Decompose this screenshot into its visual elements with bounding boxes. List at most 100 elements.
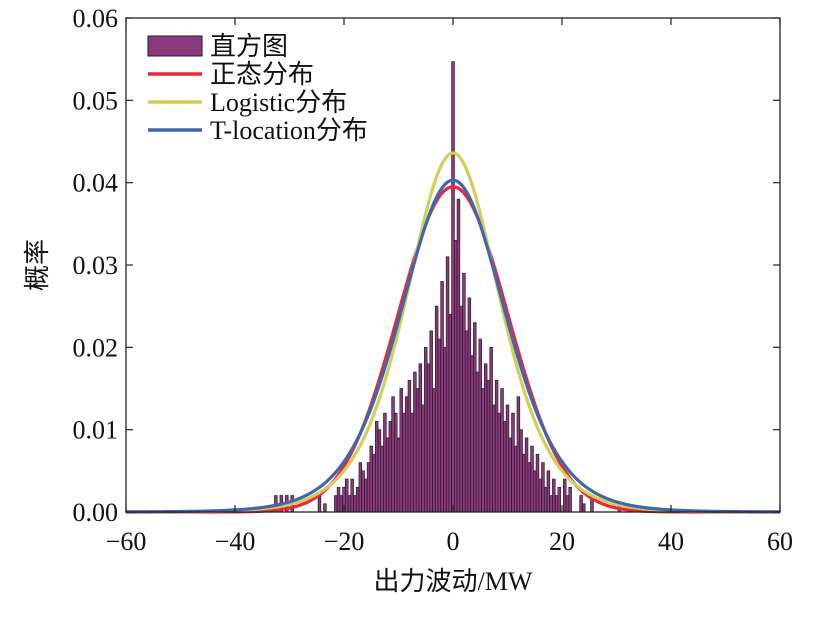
histogram-bar bbox=[492, 404, 496, 513]
histogram-bar bbox=[519, 429, 523, 513]
histogram-bar bbox=[353, 495, 357, 513]
histogram-bar bbox=[530, 445, 534, 513]
histogram-bar bbox=[380, 445, 384, 513]
y-axis-label: 概率 bbox=[23, 239, 52, 291]
histogram-bar bbox=[421, 404, 425, 513]
histogram-bar bbox=[538, 478, 542, 513]
histogram-bar bbox=[374, 421, 379, 513]
histogram-bar bbox=[432, 388, 436, 513]
histogram-bar bbox=[404, 396, 409, 513]
histogram-bar bbox=[486, 379, 491, 513]
histogram-bar bbox=[418, 363, 423, 513]
histogram-bar bbox=[415, 388, 420, 513]
histogram-bar bbox=[563, 478, 567, 513]
histogram-bar bbox=[579, 495, 583, 513]
x-tick-label: 20 bbox=[549, 527, 575, 556]
legend-label-histogram: 直方图 bbox=[210, 32, 288, 61]
y-tick-label: 0.06 bbox=[73, 4, 119, 33]
histogram-bar bbox=[505, 404, 510, 513]
histogram-bar bbox=[364, 478, 368, 513]
histogram-bar bbox=[443, 346, 447, 513]
histogram-bar bbox=[535, 454, 540, 513]
histogram-bar bbox=[554, 495, 559, 513]
histogram-bar bbox=[516, 396, 521, 513]
histogram-bar bbox=[524, 437, 529, 513]
histogram-bar bbox=[407, 379, 412, 513]
histogram-bar bbox=[497, 412, 502, 513]
histogram-bar bbox=[489, 346, 493, 513]
legend-swatch-histogram bbox=[147, 35, 203, 57]
x-tick-label: −60 bbox=[106, 527, 147, 556]
histogram-bar bbox=[394, 412, 398, 513]
histogram-bar bbox=[470, 355, 474, 513]
histogram-bar bbox=[437, 338, 442, 513]
histogram-bar bbox=[500, 388, 504, 513]
histogram-bar bbox=[513, 445, 518, 513]
axis-ticks: −60 −40 −20 0 20 40 60 0.00 0.01 0.02 0.03 0.04 0.05… bbox=[73, 4, 794, 556]
histogram-bar bbox=[448, 314, 452, 513]
histogram-bar bbox=[377, 429, 382, 513]
histogram-bar bbox=[503, 421, 507, 513]
histogram-bar bbox=[473, 322, 477, 513]
histogram-bar bbox=[568, 486, 572, 513]
histogram-bar bbox=[366, 462, 371, 513]
histogram-bar bbox=[527, 462, 532, 513]
histogram-bar bbox=[565, 495, 570, 513]
histogram-bar bbox=[494, 379, 499, 513]
histogram-bar bbox=[369, 445, 373, 513]
y-tick-label: 0.04 bbox=[73, 169, 119, 198]
histogram-bar bbox=[323, 503, 327, 513]
histogram-bar bbox=[557, 486, 561, 513]
x-tick-label: 0 bbox=[447, 527, 460, 556]
histogram-bar bbox=[388, 421, 393, 513]
histogram-bar bbox=[481, 388, 485, 513]
histogram-bar bbox=[345, 478, 349, 513]
histogram-bar bbox=[475, 371, 480, 513]
histogram-bar bbox=[413, 371, 417, 513]
histogram-bar bbox=[429, 330, 433, 513]
histogram-bar bbox=[546, 470, 551, 513]
legend-label-t-location: T-location分布 bbox=[210, 116, 368, 145]
histogram-bar bbox=[383, 412, 387, 513]
histogram-bar bbox=[522, 454, 526, 513]
legend-label-normal: 正态分布 bbox=[210, 60, 314, 89]
histogram-bar bbox=[467, 297, 472, 513]
x-tick-label: −20 bbox=[324, 527, 365, 556]
histogram-bar bbox=[464, 330, 469, 513]
x-tick-label: 40 bbox=[658, 527, 684, 556]
histogram-bar bbox=[549, 495, 553, 513]
histogram-bar bbox=[399, 388, 403, 513]
histogram-bar bbox=[541, 462, 545, 513]
y-tick-label: 0.03 bbox=[73, 251, 119, 280]
histogram-bar bbox=[424, 346, 428, 513]
x-tick-label: −40 bbox=[215, 527, 256, 556]
histogram-bar bbox=[317, 495, 322, 513]
legend-label-logistic: Logistic分布 bbox=[210, 88, 347, 117]
histogram-bar bbox=[456, 198, 461, 513]
histogram-bar bbox=[426, 363, 431, 513]
histogram-bar bbox=[552, 478, 556, 513]
histogram-bar bbox=[582, 503, 586, 513]
histogram-bar bbox=[361, 470, 365, 513]
y-tick-label: 0.01 bbox=[73, 416, 119, 445]
x-axis-label: 出力波动/MW bbox=[374, 567, 533, 596]
histogram-bar bbox=[543, 486, 548, 513]
y-tick-label: 0.05 bbox=[73, 86, 119, 115]
histogram-bar bbox=[434, 305, 439, 513]
histogram-bar bbox=[462, 272, 466, 513]
histogram-bar bbox=[396, 437, 401, 513]
histogram-bar bbox=[478, 338, 482, 513]
histogram-bar bbox=[358, 462, 363, 513]
histogram-bar bbox=[451, 61, 455, 513]
histogram-bar bbox=[533, 470, 537, 513]
x-tick-label: 60 bbox=[767, 527, 793, 556]
histogram-bar bbox=[483, 363, 488, 513]
histogram-bar bbox=[445, 256, 450, 513]
histogram-bar bbox=[347, 495, 352, 513]
histogram-bar bbox=[355, 486, 360, 513]
y-tick-label: 0.02 bbox=[73, 333, 119, 362]
histogram-bar bbox=[339, 495, 343, 513]
histogram-bar bbox=[440, 281, 444, 513]
